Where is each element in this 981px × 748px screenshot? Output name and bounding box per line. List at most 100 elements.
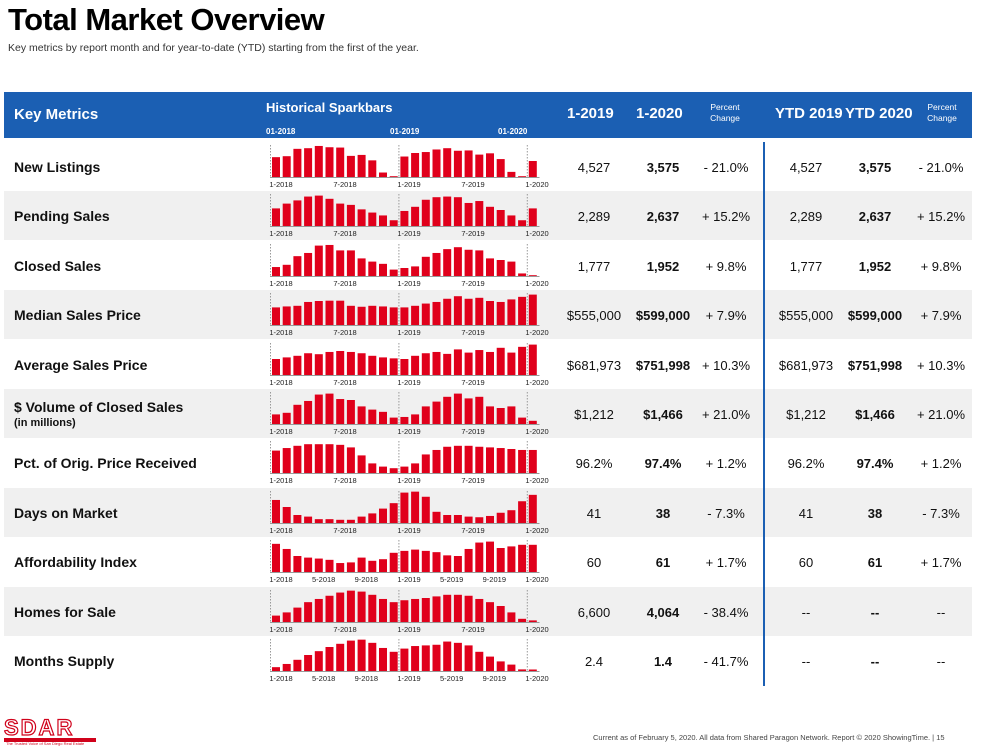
spark-tick-label: 1-2019 bbox=[397, 279, 420, 288]
spark-tick-label: 7-2018 bbox=[333, 229, 356, 238]
metric-label: Affordability Index bbox=[14, 554, 137, 570]
spark-tick-label: 1-2020 bbox=[525, 328, 548, 337]
value-ytd2019: 1,777 bbox=[789, 258, 823, 274]
metric-name: Pct. of Orig. Price Received bbox=[14, 455, 197, 472]
spark-bar bbox=[421, 303, 430, 326]
spark-bar bbox=[346, 205, 355, 227]
spark-bar bbox=[357, 258, 366, 276]
spark-tick-label: 1-2018 bbox=[269, 476, 292, 485]
spark-bar bbox=[475, 396, 484, 424]
spark-bar bbox=[507, 406, 516, 424]
value-ytdpct: + 7.9% bbox=[920, 308, 962, 324]
spark-bar bbox=[432, 197, 441, 227]
metric-name: Days on Market bbox=[14, 504, 118, 521]
spark-bar bbox=[496, 347, 505, 375]
spark-bar bbox=[325, 444, 334, 474]
value-v2020: $751,998 bbox=[635, 357, 691, 373]
spark-bar bbox=[443, 396, 452, 424]
value-v2020: 1,952 bbox=[646, 258, 680, 274]
spark-bar bbox=[421, 406, 430, 424]
spark-bar bbox=[421, 454, 430, 474]
spark-bar bbox=[443, 514, 452, 523]
spark-bar bbox=[432, 149, 441, 177]
value-ytdpct: + 1.2% bbox=[920, 456, 962, 472]
spark-bar bbox=[282, 306, 291, 326]
value-ytd2020: $599,000 bbox=[847, 308, 903, 324]
value-ytd2020: $751,998 bbox=[847, 357, 903, 373]
spark-bar bbox=[336, 519, 345, 523]
spark-bar bbox=[293, 607, 302, 622]
spark-bar bbox=[336, 592, 345, 622]
value-pct: + 21.0% bbox=[701, 407, 751, 422]
spark-bar bbox=[496, 210, 505, 227]
spark-bar bbox=[496, 302, 505, 326]
sparkbar-chart: 1-2018 7-2018 1-2019 7-2019 1-2020 bbox=[269, 243, 549, 288]
spark-bar bbox=[443, 555, 452, 573]
spark-bar bbox=[325, 595, 334, 622]
value-pct: - 41.7% bbox=[703, 654, 749, 669]
spark-bar bbox=[528, 420, 537, 424]
spark-bar bbox=[336, 643, 345, 671]
spark-bar bbox=[496, 548, 505, 573]
spark-tick-label: 1-2020 bbox=[525, 279, 548, 288]
spark-bar bbox=[293, 556, 302, 573]
spark-bar bbox=[272, 544, 280, 573]
value-v2020: 61 bbox=[655, 555, 671, 571]
spark-bar bbox=[293, 514, 302, 523]
spark-bar bbox=[389, 502, 398, 523]
spark-bar bbox=[518, 220, 527, 227]
spark-tick-label: 1-2020 bbox=[525, 229, 548, 238]
metric-label: Closed Sales bbox=[14, 258, 101, 274]
table-row: Months Supply 1-2018 5-2018 9-2018 1-2019 5-2… bbox=[4, 636, 972, 685]
spark-bar bbox=[357, 154, 366, 177]
spark-bar bbox=[368, 560, 377, 573]
spark-bar bbox=[314, 598, 323, 622]
header-spark-month: 01-2019 bbox=[390, 127, 420, 136]
spark-tick-label: 7-2018 bbox=[333, 328, 356, 337]
value-v2020: 1.4 bbox=[653, 654, 673, 669]
spark-bar bbox=[346, 351, 355, 375]
spark-tick-label: 7-2018 bbox=[333, 476, 356, 485]
spark-bar bbox=[528, 294, 537, 326]
metric-name: Median Sales Price bbox=[14, 307, 141, 324]
spark-bar bbox=[453, 296, 462, 326]
metric-label: Pending Sales bbox=[14, 208, 110, 224]
spark-bar bbox=[357, 406, 366, 424]
spark-bar bbox=[282, 663, 291, 671]
value-ytd2020: -- bbox=[870, 604, 880, 620]
spark-bar bbox=[314, 195, 323, 227]
spark-bar bbox=[507, 352, 516, 375]
value-v2019: 96.2% bbox=[575, 456, 613, 472]
spark-bar bbox=[293, 305, 302, 326]
spark-bar bbox=[336, 445, 345, 474]
value-ytd2020: 38 bbox=[867, 505, 883, 521]
value-v2019: 60 bbox=[586, 555, 602, 571]
spark-bar bbox=[528, 274, 537, 276]
spark-bar bbox=[272, 667, 280, 671]
spark-bar bbox=[464, 446, 473, 474]
spark-bar bbox=[528, 619, 537, 622]
footer-note: Current as of February 5, 2020. All data… bbox=[593, 733, 945, 742]
spark-bar bbox=[464, 249, 473, 276]
spark-bar bbox=[346, 305, 355, 326]
metric-label: Median Sales Price bbox=[14, 307, 141, 323]
spark-bar bbox=[475, 542, 484, 573]
spark-tick-label: 1-2018 bbox=[269, 575, 292, 584]
spark-bar bbox=[421, 597, 430, 622]
spark-bar bbox=[518, 273, 527, 276]
spark-bar bbox=[464, 516, 473, 523]
spark-bar bbox=[464, 398, 473, 424]
spark-bar bbox=[282, 611, 291, 622]
spark-bar bbox=[293, 404, 302, 424]
spark-bar bbox=[304, 302, 313, 326]
value-ytdpct: + 9.8% bbox=[920, 258, 962, 274]
value-ytd2019: -- bbox=[801, 604, 811, 620]
spark-bar bbox=[346, 447, 355, 474]
spark-bar bbox=[346, 562, 355, 573]
spark-bar bbox=[389, 220, 398, 227]
spark-bar bbox=[379, 356, 387, 375]
spark-bar bbox=[432, 511, 441, 523]
spark-bar bbox=[314, 518, 323, 523]
spark-bar bbox=[293, 659, 302, 671]
spark-bar bbox=[293, 355, 302, 375]
